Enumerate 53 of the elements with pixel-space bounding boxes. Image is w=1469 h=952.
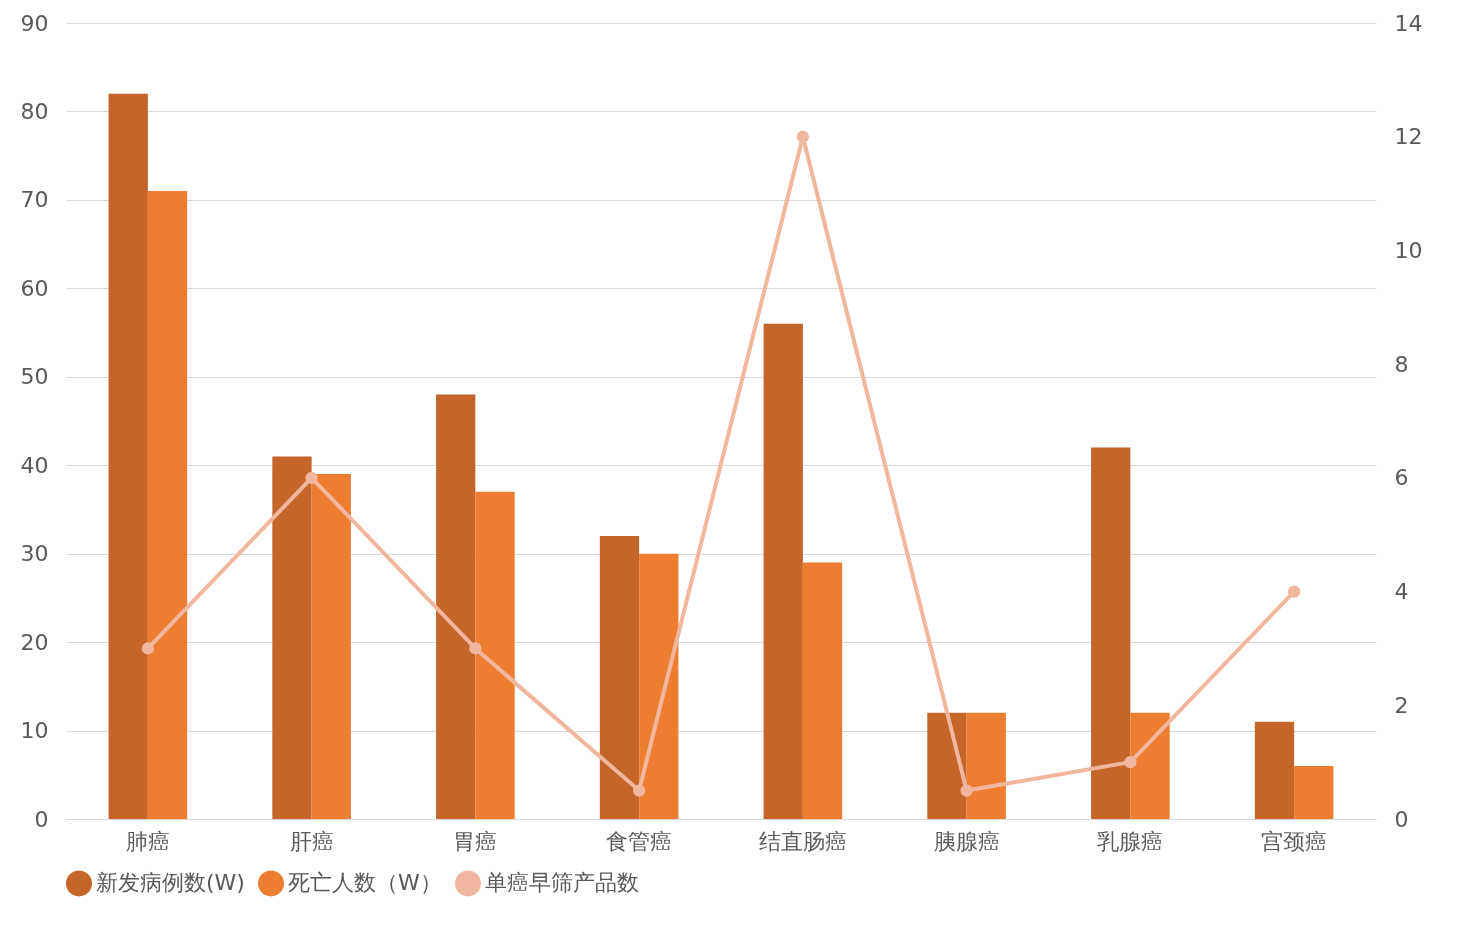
point [796,130,809,143]
y-tick-label: 10 [20,718,49,744]
point [1288,585,1301,598]
bar [1294,765,1334,819]
bar [1091,447,1131,819]
point [469,642,482,655]
legend-label: 新发病例数(W) [96,870,245,896]
y2-tick-label: 0 [1394,806,1409,832]
x-tick-label: 胃癌 [453,828,498,854]
x-tick-label: 肝癌 [289,828,334,854]
bar [802,562,843,819]
legend-label: 单癌早筛产品数 [485,870,639,896]
x-tick-label: 宫颈癌 [1261,828,1328,854]
y-tick-label: 40 [20,452,49,478]
point [305,471,318,484]
bar [475,491,515,819]
y2-tick-label: 14 [1394,10,1423,36]
point [141,642,154,655]
y-tick-label: 60 [20,275,49,301]
bar [966,712,1006,819]
y2-tick-label: 2 [1394,692,1409,718]
y2-tick-label: 4 [1394,579,1409,605]
point [960,784,973,797]
bar [1130,712,1170,819]
y-tick-label: 20 [20,629,49,655]
x-tick-label: 胰腺癌 [933,828,1000,854]
bar [311,474,351,819]
bar [272,456,312,819]
y-tick-label: 0 [34,806,49,832]
y2-tick-label: 8 [1394,351,1409,377]
y-tick-label: 50 [20,364,49,390]
y2-tick-label: 10 [1394,237,1423,263]
bar [599,535,640,819]
x-tick-label: 乳腺癌 [1097,828,1164,854]
legend-label: 死亡人数（W） [288,870,442,896]
y-tick-label: 70 [20,187,49,213]
x-tick-label: 肺癌 [125,828,170,854]
bar [436,394,476,819]
y2-tick-label: 6 [1394,465,1409,491]
y-tick-label: 30 [20,541,49,567]
bar [927,712,967,819]
y-tick-label: 90 [20,10,49,36]
bar [108,93,148,819]
bar [763,323,803,819]
point [633,784,646,797]
x-tick-label: 食管癌 [606,828,673,854]
point [1124,756,1137,769]
bar [147,191,188,819]
bar [639,553,679,819]
x-tick-label: 结直肠癌 [758,828,847,854]
y2-tick-label: 12 [1394,124,1423,150]
y-tick-label: 80 [20,98,49,124]
bar [1254,721,1295,819]
